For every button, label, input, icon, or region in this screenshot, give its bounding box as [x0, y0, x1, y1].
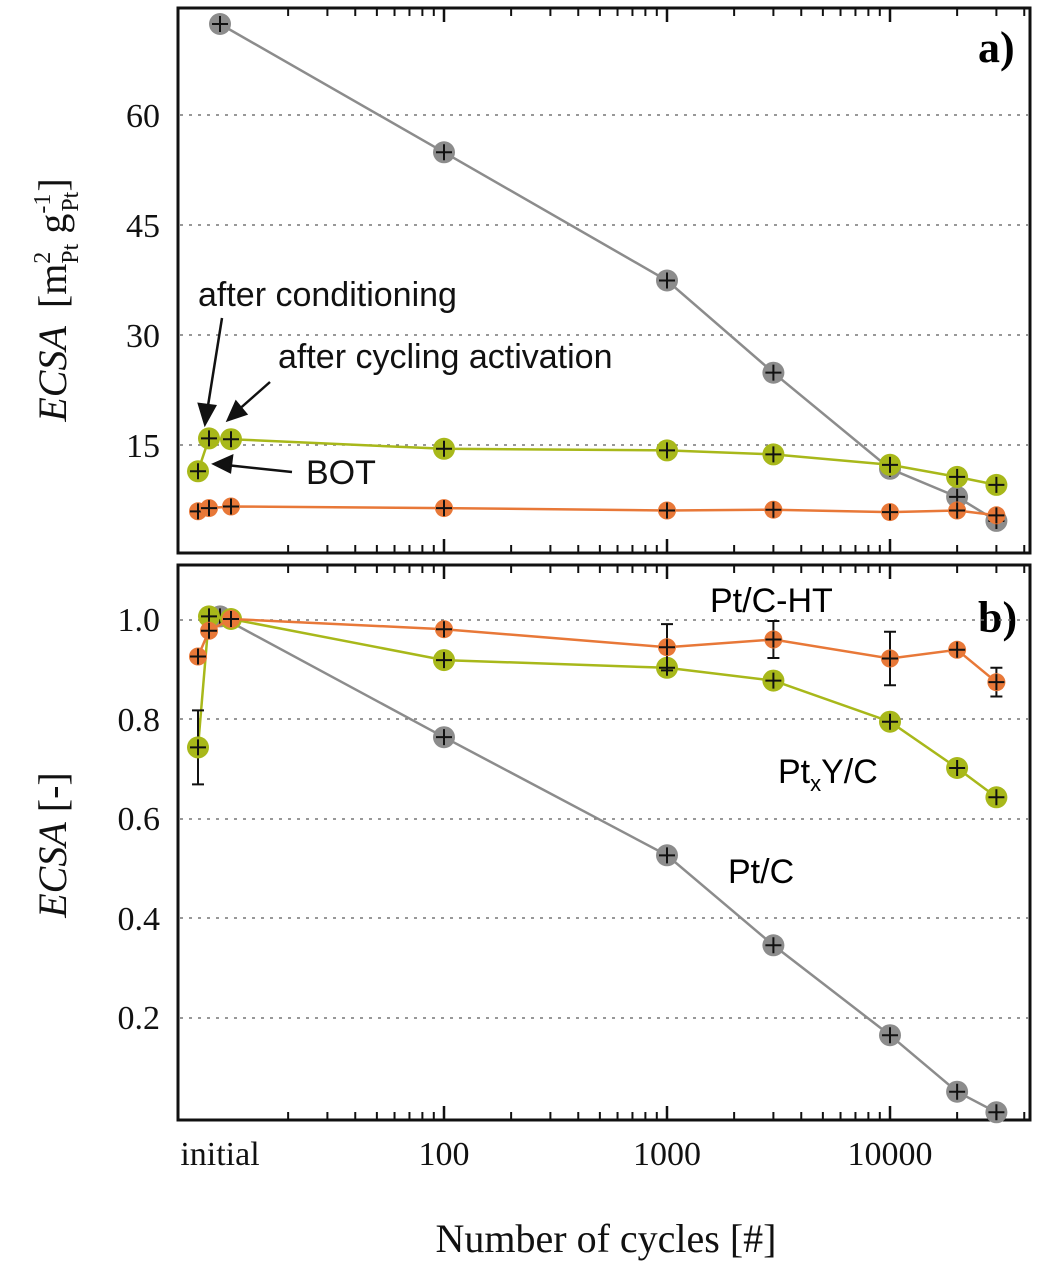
panel-a: a) 15 30 45 60 ECSA [m2Pt g-1Pt] after c…	[30, 6, 1032, 555]
panel-a-point-marker	[223, 431, 239, 448]
panel-a-frame	[176, 6, 1032, 555]
panel-a-ylabel-close: ]	[30, 178, 75, 191]
panel-b-line-pt-c-ht	[196, 617, 998, 684]
panel-a-point-marker	[436, 144, 452, 161]
panel-a-ytick-60: 60	[126, 98, 160, 135]
panel-b-point-marker	[190, 648, 206, 665]
panel-b-point-marker	[988, 674, 1005, 691]
panel-b-point-marker	[882, 1027, 898, 1044]
panel-b-point-marker	[949, 641, 966, 658]
panel-a-line-pt-c	[219, 22, 998, 522]
panel-a-point-marker	[765, 364, 782, 381]
x-axis-label: Number of cycles [#]	[436, 1216, 777, 1261]
panel-b-point-marker	[659, 639, 675, 656]
panel-a-point-marker	[212, 16, 228, 33]
xtick-100: 100	[419, 1136, 470, 1173]
panel-b-ytick-1.0: 1.0	[118, 602, 161, 639]
arrow-after-conditioning	[205, 317, 224, 413]
panel-b-point-marker	[765, 937, 782, 954]
panel-b-point-marker	[949, 1083, 966, 1100]
panel-a-ylabel-sup1: 2	[30, 252, 56, 264]
panel-b-ytick-0.8: 0.8	[118, 702, 161, 739]
panel-a-plot	[187, 13, 1008, 532]
panel-a-point-marker	[659, 502, 675, 519]
series-label-ptc-ht: Pt/C-HT	[710, 582, 833, 620]
panel-a-ylabel-sub2: Pt	[58, 191, 84, 211]
panel-b-point-marker	[201, 622, 217, 639]
panel-b-point-marker	[436, 729, 452, 746]
panel-b-point-marker	[659, 847, 675, 864]
panel-a-point-marker	[201, 500, 217, 517]
panel-b-point-marker	[988, 789, 1005, 806]
xtick-10000: 10000	[848, 1136, 933, 1173]
series-label-ptxyc: PtxY/C	[778, 753, 878, 796]
panel-b-point-marker	[949, 759, 966, 776]
panel-b-point-marker	[201, 608, 217, 625]
panel-a-point-marker	[882, 504, 898, 521]
panel-b-point-marker	[882, 650, 898, 667]
panel-a-point-marker	[659, 272, 675, 289]
panel-a-point-marker	[659, 442, 675, 459]
panel-b-point-marker	[223, 610, 239, 627]
panel-a-ylabel-open: [m	[30, 264, 75, 308]
panel-b-ylabel-ecsa: ECSA	[30, 822, 75, 919]
panel-b-point-marker	[436, 652, 452, 669]
panel-b-ytick-0.6: 0.6	[118, 801, 161, 838]
panel-b-ytick-0.2: 0.2	[118, 1000, 161, 1037]
panel-a-point-marker	[201, 430, 217, 447]
panel-a-point-marker	[949, 502, 966, 519]
arrow-bot-head	[211, 453, 234, 474]
panel-a-ylabel-mid: g	[30, 214, 75, 244]
xtick-1000: 1000	[633, 1136, 701, 1173]
panel-a-point-marker	[765, 501, 782, 518]
annotation-after-conditioning: after conditioning	[198, 276, 457, 314]
panel-a-point-marker	[765, 446, 782, 463]
panel-a-ytick-30: 30	[126, 318, 160, 355]
panel-b-point-marker	[436, 621, 452, 638]
panel-a-point-marker	[190, 463, 206, 480]
panel-a-point-marker	[882, 456, 898, 473]
panel-b-ylabel: ECSA [-]	[30, 772, 75, 919]
panel-a-point-marker	[223, 498, 239, 515]
panel-a-label: a)	[978, 23, 1015, 72]
panel-b-point-marker	[882, 713, 898, 730]
panel-a-ylabel: ECSA [m2Pt g-1Pt]	[30, 178, 84, 422]
arrow-after-cycling-activation-head	[225, 399, 249, 423]
arrow-after-conditioning-head	[197, 402, 217, 428]
x-axis-tickmarks	[287, 8, 1026, 1120]
panel-b: b) 0.2 0.4 0.6 0.8 1.0 ECSA [-] Pt/C-HT …	[30, 563, 1032, 1124]
annotation-after-cycling-activation: after cycling activation	[278, 338, 613, 376]
panel-a-ytick-45: 45	[126, 208, 160, 245]
panel-b-plot	[187, 605, 1008, 1124]
annotation-bot: BOT	[306, 454, 376, 492]
xtick-initial: initial	[180, 1136, 259, 1173]
panel-a-point-marker	[988, 476, 1005, 493]
panel-b-point-marker	[765, 631, 782, 648]
panel-a-point-marker	[988, 507, 1005, 524]
panel-a-point-marker	[436, 500, 452, 517]
panel-a-ytick-15: 15	[126, 428, 160, 465]
panel-b-frame	[176, 563, 1032, 1122]
arrow-bot	[225, 463, 293, 474]
panel-a-point-marker	[436, 440, 452, 457]
panel-a-ylabel-sub1: Pt	[58, 243, 84, 263]
panel-b-ytick-0.4: 0.4	[118, 901, 161, 938]
series-label-ptc: Pt/C	[728, 853, 794, 891]
panel-b-point-marker	[190, 739, 206, 756]
panel-b-point-marker	[765, 672, 782, 689]
panel-a-ylabel-sup2: -1	[30, 194, 56, 214]
panel-a-ylabel-ecsa: ECSA	[30, 326, 75, 423]
panel-b-label: b)	[978, 593, 1017, 642]
panel-b-ylabel-unit: [-]	[30, 772, 75, 822]
panel-a-line-pt-c-ht	[197, 505, 997, 517]
panel-a-point-marker	[949, 468, 966, 485]
